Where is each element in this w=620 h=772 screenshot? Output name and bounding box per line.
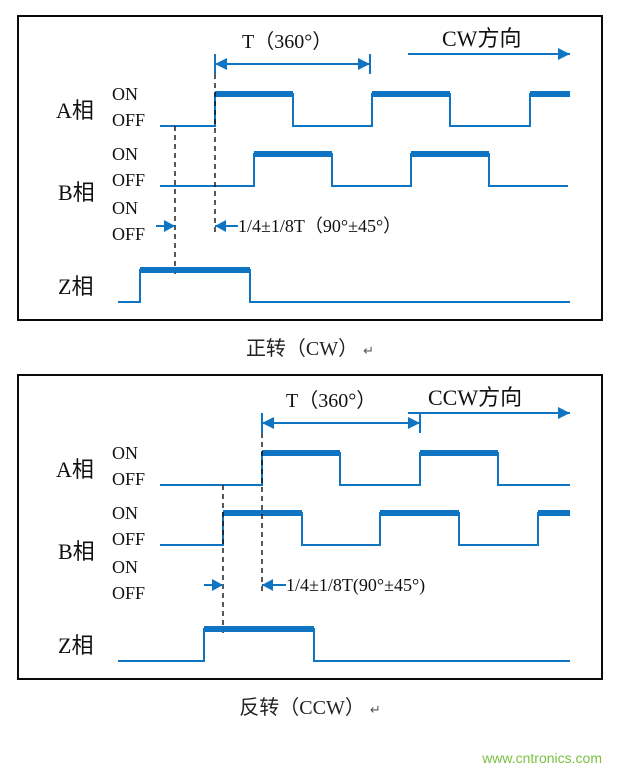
ccw-B-label: B相 — [58, 539, 95, 564]
ccw-period: T（360°） — [262, 389, 420, 433]
cw-A-on: ON — [112, 84, 138, 104]
ccw-A-label: A相 — [56, 457, 94, 482]
cw-caption: 正转（CW） — [246, 338, 358, 360]
ccw-Z: Z相 — [58, 629, 570, 661]
ccw-period-label: T（360°） — [286, 389, 376, 412]
ccw-Z-label: Z相 — [58, 633, 93, 658]
cw-Z-on: ON — [112, 198, 138, 218]
ccw-Z-on: ON — [112, 557, 138, 577]
return-mark: ↵ — [370, 702, 381, 717]
ccw-caption: 反转（CCW） — [239, 697, 365, 719]
cw-B-wave-thin — [160, 154, 568, 186]
cw-diagram: CW方向 T（360°） A相 ON OFF B相 ON — [10, 8, 610, 328]
ccw-B-on: ON — [112, 503, 138, 523]
cw-A: A相 ON OFF — [56, 84, 570, 130]
cw-Z-label: Z相 — [58, 274, 93, 299]
cw-direction: CW方向 — [408, 26, 570, 60]
ccw-A-on: ON — [112, 443, 138, 463]
ccw-A-off: OFF — [112, 469, 145, 489]
ccw-direction: CCW方向 — [408, 385, 570, 419]
ccw-phase-offset: 1/4±1/8T(90°±45°) — [204, 575, 425, 596]
ccw-Z-off: OFF — [112, 583, 145, 603]
ccw-border — [18, 375, 602, 679]
cw-B-label: B相 — [58, 180, 95, 205]
ccw-direction-label: CCW方向 — [428, 385, 522, 410]
cw-phase-offset: 1/4±1/8T（90°±45°） — [156, 216, 401, 236]
return-mark: ↵ — [363, 343, 374, 358]
ccw-offset-label: 1/4±1/8T(90°±45°) — [286, 575, 425, 596]
page: CW方向 T（360°） A相 ON OFF B相 ON — [0, 8, 620, 772]
ccw-diagram: CCW方向 T（360°） A相 ON OFF B相 ON OFF — [10, 367, 610, 687]
cw-A-wave-thin — [160, 94, 570, 126]
cw-offset-label: 1/4±1/8T（90°±45°） — [238, 216, 401, 236]
cw-caption-row: 正转（CW） ↵ — [0, 332, 620, 361]
cw-direction-label: CW方向 — [442, 26, 521, 51]
ccw-A: A相 ON OFF — [56, 443, 570, 489]
cw-period-label: T（360°） — [242, 30, 332, 53]
cw-border — [18, 16, 602, 320]
cw-B-off: OFF — [112, 170, 145, 190]
cw-period: T（360°） — [215, 30, 370, 74]
cw-Z-wave — [118, 270, 570, 302]
cw-B-on: ON — [112, 144, 138, 164]
cw-Z-off: OFF — [112, 224, 145, 244]
ccw-B-off: OFF — [112, 529, 145, 549]
cw-Z: Z相 — [58, 270, 570, 302]
cw-A-label: A相 — [56, 98, 94, 123]
cw-A-off: OFF — [112, 110, 145, 130]
ccw-caption-row: 反转（CCW） ↵ — [0, 691, 620, 720]
